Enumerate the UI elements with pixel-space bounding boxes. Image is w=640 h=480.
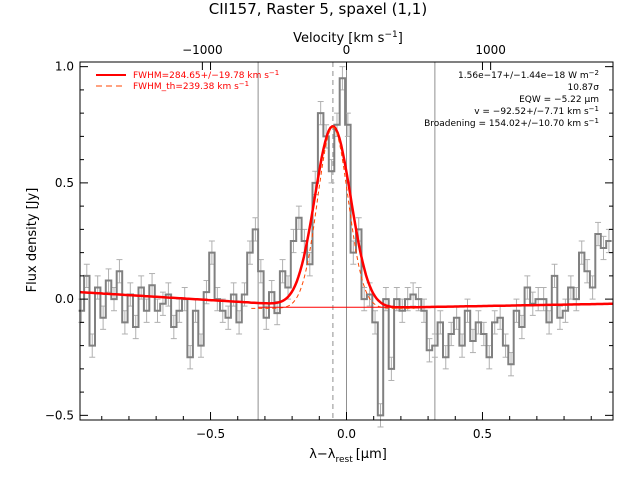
x-axis-label: λ−λrest [μm] (309, 447, 387, 465)
annotation-broadening: Broadening = 154.02+/−10.70 km s−1 (424, 117, 599, 129)
data-steps (78, 77, 612, 417)
x-tick-label: 0.0 (337, 427, 356, 441)
fit-annotations: 1.56e−17+/−1.44e−18 W m−2 10.87σ EQW = −… (424, 69, 599, 129)
annotation-eqw: EQW = −5.22 μm (519, 95, 599, 105)
top-axis-label: Velocity [km s−1] (293, 30, 403, 46)
y-tick-label: 0.5 (55, 176, 74, 190)
legend: FWHM=284.65+/−19.78 km s−1 FWHM_th=239.3… (96, 69, 279, 92)
x-axis-label-sub: rest (335, 455, 353, 465)
top-tick-label: 0 (343, 43, 351, 57)
annotation-flux: 1.56e−17+/−1.44e−18 W m−2 (458, 69, 599, 81)
y-tick-label: −0.5 (45, 408, 74, 422)
legend-label-fwhm: FWHM=284.65+/−19.78 km s−1 (133, 69, 279, 81)
top-axis-label-sup: −1 (384, 30, 397, 40)
x-tick-label: 0.5 (473, 427, 492, 441)
y-axis-label: Flux density [Jy] (25, 188, 40, 293)
gaussian-fit-line (79, 124, 613, 309)
thermal-profile-line (251, 126, 415, 309)
top-tick-label: 1000 (475, 43, 506, 57)
plot-area: −0.5 0.0 0.5 −1000 0 1000 −0.5 0.0 0.5 1.0 (45, 43, 614, 441)
y-tick-label: 0.0 (55, 292, 74, 306)
x-tick-label: −0.5 (196, 427, 225, 441)
y-tick-label: 1.0 (55, 60, 74, 74)
chart-title: CII157, Raster 5, spaxel (1,1) (209, 0, 427, 18)
annotation-velocity: v = −92.52+/−7.71 km s−1 (474, 105, 599, 117)
top-tick-label: −1000 (182, 43, 223, 57)
legend-label-fwhm-th: FWHM_th=239.38 km s−1 (133, 80, 249, 92)
annotation-significance: 10.87σ (568, 83, 600, 93)
